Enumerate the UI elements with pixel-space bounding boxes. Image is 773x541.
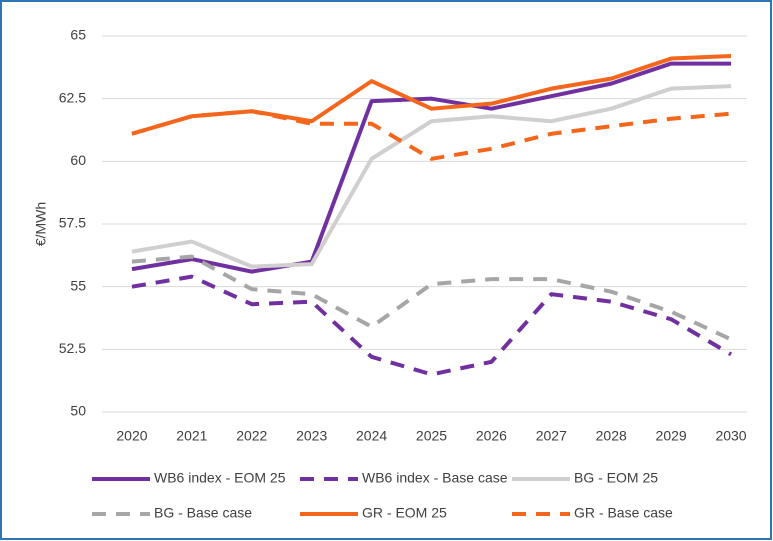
y-tick-label: 50 [70,403,86,419]
legend-label: BG - EOM 25 [574,470,658,486]
y-tick-label: 65 [70,27,86,43]
y-tick-label: 62.5 [59,89,86,105]
series-line [131,109,732,161]
x-tick-label: 2029 [656,428,687,444]
y-tick-label: 52.5 [59,340,86,356]
legend-label: WB6 index - Base case [362,470,508,486]
x-tick-label: 2026 [476,428,507,444]
legend-label: WB6 index - EOM 25 [154,470,286,486]
series-line [131,254,732,342]
series-line [131,274,733,377]
x-tick-label: 2027 [536,428,567,444]
x-tick-label: 2021 [176,428,207,444]
legend-label: BG - Base case [154,505,252,521]
series-line [131,84,732,269]
x-tick-label: 2022 [236,428,267,444]
x-tick-label: 2030 [715,428,746,444]
x-tick-label: 2023 [296,428,327,444]
x-tick-label: 2024 [356,428,387,444]
y-axis-label: €/MWh [33,202,49,246]
x-tick-label: 2028 [596,428,627,444]
y-tick-label: 57.5 [59,215,86,231]
x-tick-label: 2020 [116,428,147,444]
series-line [131,61,732,274]
legend-label: GR - EOM 25 [362,505,447,521]
y-tick-label: 55 [70,277,86,293]
y-tick-label: 60 [70,152,86,168]
legend-label: GR - Base case [574,505,673,521]
x-tick-label: 2025 [416,428,447,444]
